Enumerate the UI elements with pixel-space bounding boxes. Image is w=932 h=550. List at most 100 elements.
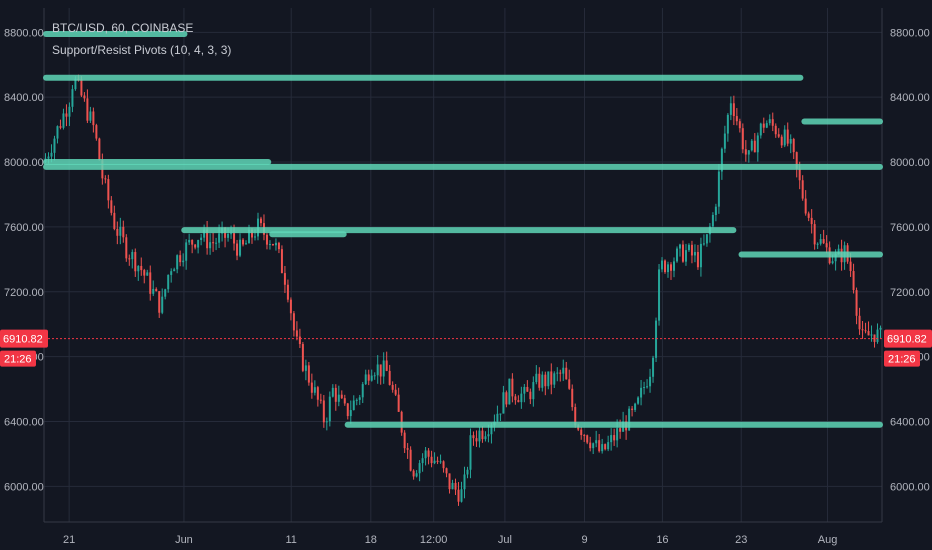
candle-body [541,374,544,388]
candle-body [744,149,747,155]
candle-body [86,98,89,121]
candle-body [361,384,364,398]
candle-body [346,403,349,417]
candlestick-series [44,74,882,506]
candle-body [259,218,262,224]
candle-body [517,400,520,403]
candle-body [457,489,460,502]
candle-body [580,429,583,436]
candle-body [505,392,508,405]
candle-body [550,371,553,385]
candle-body [592,443,595,449]
candle-body [445,468,448,474]
candle-body [310,382,313,393]
candle-body [619,428,622,432]
y-tick-label: 8800.00 [4,27,44,39]
candle-body [547,371,550,387]
candle-body [589,442,592,449]
candle-body [768,119,771,124]
candle-body [667,264,670,273]
candle-body [185,242,188,261]
y-axis-right: 6000.006400.006800.007200.007600.008000.… [890,27,930,493]
candle-body [373,375,376,377]
candle-body [155,288,158,292]
candle-body [756,135,759,153]
candle-body [397,394,400,412]
candle-body [230,233,233,235]
candle-body [475,438,478,442]
candle-body [245,243,248,245]
candle-body [795,152,798,169]
candle-body [415,473,418,477]
candle-body [152,288,155,294]
candle-body [382,360,385,377]
candle-body [670,264,673,271]
candle-body [466,469,469,475]
y-tick-label: 6400.00 [4,416,44,428]
candle-body [544,374,547,387]
y-tick-label: 7600.00 [890,222,930,234]
candle-body [693,252,696,256]
candle-body [394,389,397,395]
candle-body [173,269,176,272]
candle-body [762,123,765,128]
candle-body [720,148,723,172]
candle-body [876,329,879,342]
candle-body [643,387,646,389]
candle-body [442,461,445,469]
candle-body [658,269,661,321]
symbol-label[interactable]: BTC/USD, 60, COINBASE [52,21,194,35]
candle-body [565,367,568,380]
candle-body [801,180,804,199]
candle-body [702,243,705,245]
candle-body [786,129,789,144]
candle-body [433,460,436,464]
indicator-label[interactable]: Support/Resist Pivots (10, 4, 3, 3) [52,43,232,57]
candle-body [675,248,678,262]
candle-body [418,463,421,474]
candle-body [337,394,340,402]
candle-body [454,482,457,490]
candle-body [355,399,358,401]
candle-body [367,374,370,381]
candle-body [436,460,439,462]
candle-body [690,244,693,256]
y-tick-label: 8400.00 [890,92,930,104]
x-tick-label: 9 [581,534,587,546]
candle-body [777,134,780,137]
candle-body [283,273,286,285]
candle-body [265,234,268,245]
candle-body [388,370,391,385]
candle-body [274,242,277,246]
candle-body [233,233,236,244]
candle-body [672,261,675,271]
candle-body [161,296,164,313]
candle-body [649,376,652,387]
candle-body [508,378,511,405]
candle-body [292,313,295,331]
candle-body [451,482,454,490]
candle-body [271,244,274,246]
candle-body [212,242,215,244]
y-axis-left: 6000.006400.006800.007200.007600.008000.… [4,27,44,493]
candle-body [631,408,634,410]
candle-body [526,386,529,392]
candle-body [62,113,65,128]
candle-body [729,103,732,115]
candle-body [53,138,56,153]
pivot-level-lines [43,30,883,428]
candle-body [352,400,355,411]
x-tick-label: 23 [735,534,747,546]
candle-body [370,375,373,381]
candle-body [286,284,289,300]
candle-body [253,236,256,238]
candle-body [735,116,738,122]
candle-body [684,250,687,262]
countdown-tag-bg [884,350,920,367]
y-tick-label: 6400.00 [890,416,930,428]
candle-body [696,252,699,268]
candle-body [227,233,230,238]
countdown-tag-value: 21:26 [888,354,916,366]
candle-body [774,125,777,135]
